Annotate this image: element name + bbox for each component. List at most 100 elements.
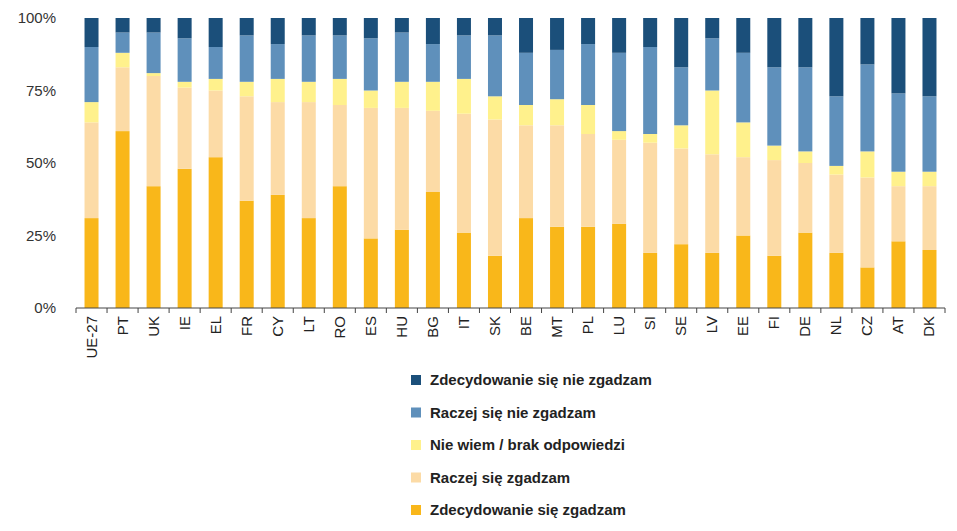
bar-segment xyxy=(519,18,533,53)
x-tick-label: HU xyxy=(393,316,410,338)
bar-segment xyxy=(209,79,223,91)
chart-svg: 0%25%50%75%100%UE-27PTUKIEELFRCYLTROESHU… xyxy=(0,0,957,531)
bar-segment xyxy=(364,38,378,90)
bar-segment xyxy=(457,114,471,233)
bar-segment xyxy=(767,67,781,145)
bar-segment xyxy=(519,125,533,218)
bar-segment xyxy=(302,102,316,218)
bar-segment xyxy=(209,47,223,79)
bar-segment xyxy=(488,18,502,35)
bar-segment xyxy=(178,82,192,88)
bar-segment xyxy=(457,35,471,79)
bar-segment xyxy=(178,18,192,38)
bar-segment xyxy=(395,230,409,308)
bar-segment xyxy=(457,233,471,308)
bar-segment xyxy=(395,108,409,230)
x-tick-label: AT xyxy=(889,316,906,334)
bar-segment xyxy=(860,267,874,308)
legend-label: Nie wiem / brak odpowiedzi xyxy=(430,436,625,453)
bar-segment xyxy=(178,88,192,169)
bar-segment xyxy=(426,111,440,192)
y-tick-label: 75% xyxy=(26,82,56,99)
bar-segment xyxy=(736,122,750,157)
bar-segment xyxy=(519,218,533,308)
bar-segment xyxy=(674,244,688,308)
legend-swatch xyxy=(411,408,421,418)
bar-segment xyxy=(364,108,378,239)
x-tick-label: BE xyxy=(517,316,534,336)
bar-segment xyxy=(612,18,626,53)
bar-segment xyxy=(736,157,750,235)
legend-swatch xyxy=(411,375,421,385)
bar-segment xyxy=(550,18,564,50)
x-tick-label: SK xyxy=(486,316,503,336)
bar-segment xyxy=(674,149,688,245)
y-tick-label: 50% xyxy=(26,154,56,171)
x-tick-separator xyxy=(727,308,728,313)
bar-segment xyxy=(147,186,161,308)
bar-segment xyxy=(581,105,595,134)
x-tick-label: DE xyxy=(796,316,813,337)
bar-segment xyxy=(550,125,564,227)
bar-segment xyxy=(147,76,161,186)
x-tick-separator xyxy=(324,308,325,313)
x-tick-label: UE-27 xyxy=(83,316,100,359)
bar-segment xyxy=(364,238,378,308)
bar-segment xyxy=(364,18,378,38)
legend-swatch xyxy=(411,440,421,450)
bar-segment xyxy=(922,186,936,250)
bar-segment xyxy=(922,250,936,308)
bar-segment xyxy=(798,233,812,308)
y-tick-label: 100% xyxy=(18,9,56,26)
bar-segment xyxy=(860,151,874,177)
bar-segment xyxy=(643,18,657,47)
legend-label: Zdecydowanie się zgadzam xyxy=(430,501,626,518)
bar-segment xyxy=(643,134,657,143)
bar-segment xyxy=(85,18,99,47)
bar-segment xyxy=(457,18,471,35)
bar-segment xyxy=(767,18,781,67)
bar-segment xyxy=(271,79,285,102)
bar-segment xyxy=(302,35,316,81)
bar-segment xyxy=(426,82,440,111)
x-tick-separator xyxy=(758,308,759,313)
bar-segment xyxy=(488,96,502,119)
x-tick-label: BG xyxy=(424,316,441,338)
bar-segment xyxy=(271,44,285,79)
bar-segment xyxy=(612,140,626,224)
x-tick-label: EL xyxy=(207,316,224,334)
x-tick-label: FI xyxy=(765,316,782,329)
bar-segment xyxy=(736,18,750,53)
legend-swatch xyxy=(411,505,421,515)
x-tick-separator xyxy=(107,308,108,313)
bar-segment xyxy=(829,18,843,96)
bar-segment xyxy=(116,33,130,53)
x-tick-separator xyxy=(200,308,201,313)
x-tick-separator xyxy=(448,308,449,313)
bar-segment xyxy=(643,143,657,253)
x-tick-label: MT xyxy=(548,316,565,338)
bar-segment xyxy=(209,157,223,308)
x-tick-separator xyxy=(696,308,697,313)
bar-segment xyxy=(333,186,347,308)
legend: Zdecydowanie się nie zgadzamRaczej się n… xyxy=(411,371,652,518)
bar-segment xyxy=(705,18,719,38)
bar-segment xyxy=(798,67,812,151)
bar-segment xyxy=(519,105,533,125)
bar-segment xyxy=(147,73,161,76)
bar-segment xyxy=(302,82,316,102)
bar-segment xyxy=(426,192,440,308)
bar-segment xyxy=(550,227,564,308)
bar-segment xyxy=(116,131,130,308)
bar-segment xyxy=(426,18,440,44)
bar-segment xyxy=(116,67,130,131)
bar-segment xyxy=(891,241,905,308)
x-tick-label: EE xyxy=(734,316,751,336)
bar-segment xyxy=(550,99,564,125)
bar-segment xyxy=(85,218,99,308)
x-tick-label: PT xyxy=(114,316,131,335)
bar-segment xyxy=(891,93,905,171)
x-tick-separator xyxy=(789,308,790,313)
bar-segment xyxy=(767,256,781,308)
bar-segment xyxy=(922,18,936,96)
